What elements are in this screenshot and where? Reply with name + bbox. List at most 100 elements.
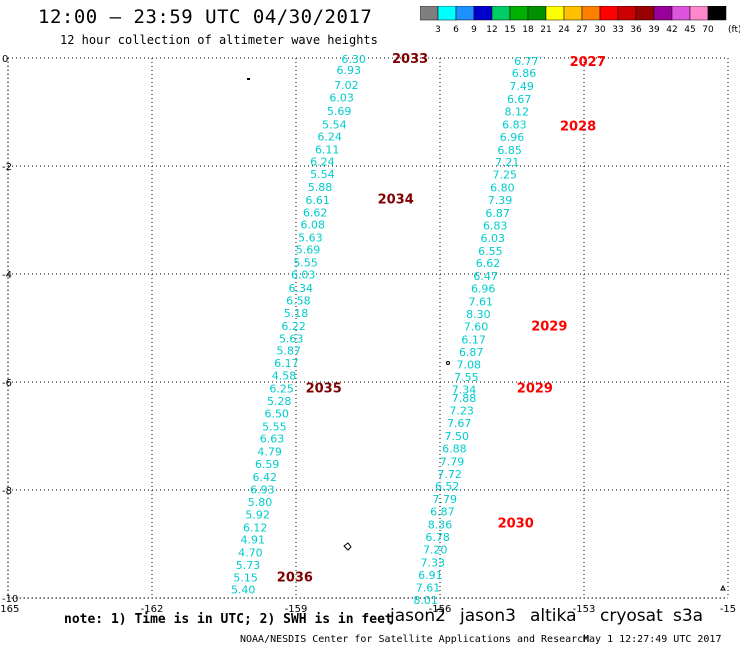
swh-value: 5.87 (277, 345, 302, 358)
swh-value: 6.59 (255, 458, 280, 471)
time-label: 2028 (560, 120, 596, 135)
swh-value: 6.87 (485, 207, 510, 220)
swh-value: 7.60 (464, 320, 489, 333)
swh-value: 5.69 (327, 105, 352, 118)
swh-value: 6.88 (442, 442, 467, 455)
x-tick-label: -165 (0, 604, 19, 615)
swh-value: 5.54 (310, 168, 335, 181)
satellite-label-altika: altika (530, 606, 577, 626)
swh-value: 6.42 (253, 471, 278, 484)
swh-value: 6.96 (471, 283, 496, 296)
swh-value: 7.55 (454, 371, 479, 384)
swh-value: 7.33 (421, 556, 446, 569)
swh-value: 6.55 (478, 245, 503, 258)
swh-value: 6.25 (269, 382, 294, 395)
swh-value: 7.61 (416, 582, 441, 595)
swh-value: 5.40 (231, 583, 256, 596)
swh-value: 6.62 (476, 257, 501, 270)
swh-value: 7.39 (488, 194, 513, 207)
swh-value: 6.93 (337, 64, 362, 77)
swh-value: 7.23 (449, 405, 474, 418)
time-label: 2030 (498, 516, 534, 531)
swh-value: 7.49 (509, 80, 534, 93)
swh-value: 7.72 (437, 468, 462, 481)
swh-value: 6.62 (303, 206, 328, 219)
time-label: 2036 (277, 570, 313, 585)
legend-tick-label: 3 (435, 25, 441, 35)
swh-value: 5.73 (236, 559, 261, 572)
timestamp: May 1 12:27:49 UTC 2017 (583, 634, 722, 645)
swh-value: 6.24 (317, 130, 342, 143)
swh-value: 6.12 (243, 521, 268, 534)
swh-value: 6.93 (250, 483, 275, 496)
swh-value: 6.83 (483, 219, 508, 232)
legend-tick-label: 6 (453, 25, 459, 35)
swh-value: 8.36 (428, 519, 453, 532)
legend-tick-label: 45 (684, 25, 695, 35)
swh-value: 6.86 (512, 67, 537, 80)
swh-value: 6.77 (514, 55, 539, 68)
swh-value: 6.52 (435, 480, 460, 493)
swh-value: 6.96 (500, 131, 525, 144)
footer-note: note: 1) Time is in UTC; 2) SWH is in fe… (64, 612, 393, 627)
satellite-label-jason3: jason3 (460, 606, 516, 626)
x-tick-label: -156 (429, 604, 452, 615)
swh-value: 6.58 (286, 294, 311, 307)
swh-value: 6.83 (502, 118, 527, 131)
swh-value: 7.21 (495, 156, 520, 169)
x-tick-label: -153 (573, 604, 596, 615)
swh-value: 7.67 (447, 417, 472, 430)
satellite-label-cryosat: cryosat (600, 606, 663, 626)
island-marker (343, 542, 352, 551)
x-tick-label: -159 (285, 604, 308, 615)
swh-value: 6.91 (418, 569, 443, 582)
swh-value: 7.88 (452, 392, 477, 405)
swh-value: 6.63 (260, 433, 285, 446)
swh-value: 7.61 (469, 296, 494, 309)
swh-value: 6.50 (265, 407, 290, 420)
island-marker (446, 361, 450, 365)
satellite-label-jason2: jason2 (390, 606, 446, 626)
swh-value: 6.03 (329, 91, 354, 104)
legend-tick-label: 9 (471, 25, 477, 35)
swh-value: 5.88 (308, 181, 333, 194)
swh-value: 6.17 (461, 333, 486, 346)
y-tick-label: -4 (2, 270, 12, 281)
x-tick-label: -162 (141, 604, 164, 615)
swh-value: 5.63 (279, 332, 304, 345)
y-tick-label: -8 (2, 486, 12, 497)
swh-value: 6.03 (291, 269, 316, 282)
time-label: 2035 (306, 381, 342, 396)
legend-tick-label: 30 (594, 25, 606, 35)
swh-value: 6.85 (497, 144, 522, 157)
swh-value: 5.63 (298, 231, 323, 244)
swh-value: 7.79 (440, 455, 465, 468)
legend-tick-label: 42 (666, 25, 677, 35)
chart-title: 12:00 — 23:59 UTC 04/30/2017 (38, 6, 373, 28)
swh-value: 6.03 (481, 232, 506, 245)
satellite-label-s3a: s3a (673, 606, 704, 626)
legend-unit: (ft) (728, 25, 740, 35)
credit-line: NOAA/NESDIS Center for Satellite Applica… (240, 634, 590, 645)
x-tick-label: -15 (720, 604, 736, 615)
swh-value: 6.30 (341, 53, 366, 66)
swh-value: 7.02 (334, 79, 359, 92)
swh-value: 7.34 (452, 384, 477, 397)
island-marker (720, 584, 726, 591)
swh-value: 6.67 (507, 93, 532, 106)
island-marker (247, 78, 250, 80)
swh-value: 6.17 (274, 357, 299, 370)
swh-value: 6.47 (473, 270, 498, 283)
time-label: 2033 (392, 52, 428, 67)
swh-value: 7.25 (493, 169, 518, 182)
time-label: 2027 (570, 55, 606, 70)
legend-tick-label: 21 (540, 25, 551, 35)
time-label: 2029 (517, 381, 553, 396)
swh-value: 7.08 (457, 359, 482, 372)
swh-value: 5.54 (322, 118, 347, 131)
legend-tick-label: 24 (558, 25, 570, 35)
swh-value: 8.01 (413, 594, 438, 607)
swh-value: 6.78 (425, 531, 450, 544)
swh-value: 5.15 (233, 571, 258, 584)
